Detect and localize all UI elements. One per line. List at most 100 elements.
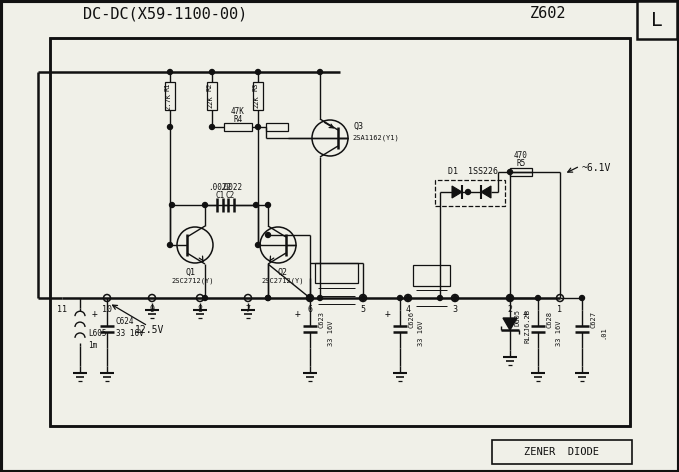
Circle shape (452, 295, 458, 301)
Text: 12.5V: 12.5V (135, 325, 165, 335)
Text: 470: 470 (514, 152, 528, 160)
Text: 2SC2712(Y): 2SC2712(Y) (172, 278, 215, 284)
Text: 33 16V: 33 16V (328, 320, 334, 346)
Bar (266, 123, 288, 131)
Circle shape (210, 69, 215, 75)
Circle shape (361, 295, 365, 301)
Circle shape (255, 243, 261, 247)
Circle shape (265, 233, 270, 237)
Text: R2: R2 (207, 83, 213, 91)
Text: D1  1SS226: D1 1SS226 (448, 168, 498, 177)
Text: 47K: 47K (231, 108, 245, 117)
Text: .0022: .0022 (219, 184, 242, 193)
Text: Z602: Z602 (530, 7, 566, 22)
Circle shape (308, 295, 312, 301)
Circle shape (466, 189, 471, 194)
Polygon shape (481, 186, 491, 198)
Text: 2SA1162(Y1): 2SA1162(Y1) (352, 135, 399, 141)
Circle shape (253, 202, 259, 208)
Text: Q2: Q2 (277, 268, 287, 277)
Text: R3: R3 (253, 83, 259, 91)
Text: C623: C623 (319, 312, 325, 329)
Text: +: + (294, 309, 300, 319)
Text: C627: C627 (591, 312, 597, 329)
Polygon shape (452, 186, 462, 198)
Text: +: + (91, 309, 97, 319)
Circle shape (170, 202, 175, 208)
Text: C626: C626 (409, 312, 415, 329)
Text: 4: 4 (405, 304, 411, 313)
Text: .01: .01 (600, 327, 606, 339)
Bar (253, 82, 263, 110)
Circle shape (255, 125, 261, 129)
Text: DC-DC(X59-1100-00): DC-DC(X59-1100-00) (83, 7, 247, 22)
Circle shape (265, 202, 270, 208)
Circle shape (437, 295, 443, 301)
Text: C624: C624 (116, 317, 134, 326)
Circle shape (507, 295, 513, 301)
Circle shape (308, 295, 312, 301)
Bar (510, 168, 532, 176)
Text: 33 16V: 33 16V (418, 320, 424, 346)
Text: 3: 3 (452, 304, 458, 313)
Circle shape (202, 202, 208, 208)
Text: 22K: 22K (253, 96, 259, 109)
Circle shape (318, 295, 323, 301)
Bar (413, 265, 450, 286)
Text: C628: C628 (547, 312, 553, 329)
Bar (50, 38, 630, 426)
Text: +: + (384, 309, 390, 319)
Bar (224, 123, 252, 131)
Text: 2: 2 (507, 304, 513, 313)
Circle shape (210, 125, 215, 129)
Bar (50, 38, 630, 426)
Circle shape (168, 243, 172, 247)
Polygon shape (503, 318, 517, 330)
Bar (435, 180, 505, 206)
Text: 9: 9 (149, 304, 155, 313)
Text: 5: 5 (361, 304, 365, 313)
Bar (207, 82, 217, 110)
Text: RLZJ6.2B: RLZJ6.2B (524, 309, 530, 343)
Bar (492, 440, 632, 464)
Text: 1: 1 (557, 304, 562, 313)
Bar (637, 1, 677, 39)
Text: 2SC2712(Y): 2SC2712(Y) (261, 278, 304, 284)
Text: DG05: DG05 (515, 310, 521, 327)
Text: ZENER  DIODE: ZENER DIODE (524, 447, 600, 457)
Text: R5: R5 (516, 160, 526, 169)
Text: 7: 7 (246, 304, 251, 313)
Circle shape (536, 295, 540, 301)
Text: 33 16V: 33 16V (556, 320, 562, 346)
Circle shape (202, 295, 208, 301)
Text: R4: R4 (234, 115, 242, 124)
Circle shape (397, 295, 403, 301)
Text: 22K: 22K (207, 96, 213, 109)
Text: ~6.1V: ~6.1V (582, 163, 611, 173)
Text: 33 16V: 33 16V (116, 329, 144, 338)
Text: +: + (522, 309, 528, 319)
Text: 1m: 1m (88, 342, 97, 351)
Circle shape (255, 69, 261, 75)
Circle shape (265, 295, 270, 301)
Text: Q1: Q1 (186, 268, 196, 277)
Circle shape (405, 295, 411, 301)
Circle shape (507, 169, 513, 175)
Text: 8: 8 (198, 304, 202, 313)
Circle shape (265, 295, 270, 301)
Circle shape (507, 295, 513, 301)
Circle shape (168, 125, 172, 129)
Circle shape (579, 295, 585, 301)
Circle shape (168, 69, 172, 75)
Text: 11: 11 (57, 304, 67, 313)
Text: 6: 6 (308, 304, 312, 313)
Text: C2: C2 (226, 191, 235, 200)
Text: 10: 10 (102, 304, 112, 313)
Text: 2.7K: 2.7K (165, 93, 171, 110)
Bar (315, 263, 358, 283)
Text: L: L (651, 10, 663, 29)
Text: Q3: Q3 (354, 121, 364, 130)
Text: L605: L605 (88, 329, 107, 338)
Circle shape (318, 69, 323, 75)
Text: C1: C1 (215, 191, 225, 200)
